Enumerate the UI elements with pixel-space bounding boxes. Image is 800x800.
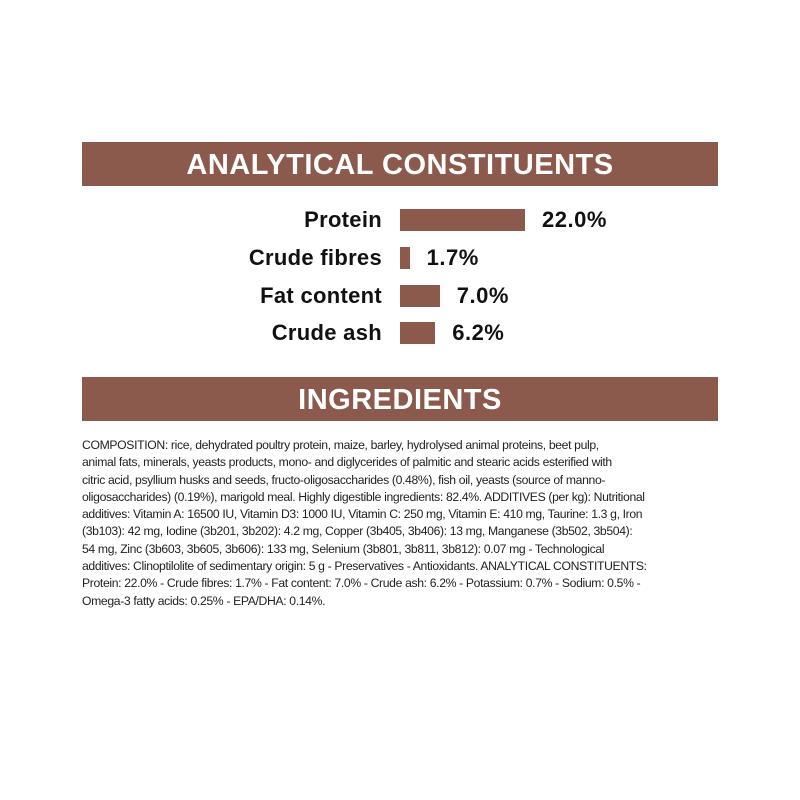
constituent-bar bbox=[400, 247, 410, 269]
constituent-label: Fat content bbox=[260, 283, 382, 308]
ingredients-line: Omega-3 fatty acids: 0.25% - EPA/DHA: 0.… bbox=[82, 593, 326, 608]
constituent-value: 7.0% bbox=[456, 283, 509, 308]
constituent-bar bbox=[400, 285, 440, 307]
ingredients-text: COMPOSITION: rice, dehydrated poultry pr… bbox=[82, 437, 722, 610]
constituent-row: Crude ash 6.2% bbox=[0, 318, 800, 348]
analytical-constituents-header: ANALYTICAL CONSTITUENTS bbox=[82, 142, 718, 186]
constituent-row: Protein 22.0% bbox=[0, 205, 800, 235]
constituent-bar bbox=[400, 209, 525, 231]
constituent-value: 1.7% bbox=[426, 245, 479, 270]
ingredients-line: 54 mg, Zinc (3b603, 3b605, 3b606): 133 m… bbox=[82, 541, 605, 556]
ingredients-line: Protein: 22.0% - Crude fibres: 1.7% - Fa… bbox=[82, 576, 641, 591]
constituent-label: Crude ash bbox=[271, 320, 382, 345]
ingredients-line: oligosaccharides) (0.19%), marigold meal… bbox=[82, 489, 645, 504]
constituent-row: Crude fibres 1.7% bbox=[0, 243, 800, 273]
constituent-label: Crude fibres bbox=[248, 245, 382, 270]
ingredients-line: (3b103): 42 mg, Iodine (3b201, 3b202): 4… bbox=[82, 524, 633, 539]
ingredients-header: INGREDIENTS bbox=[82, 377, 718, 421]
ingredients-line: animal fats, minerals, yeasts products, … bbox=[82, 455, 612, 470]
constituent-row: Fat content 7.0% bbox=[0, 281, 800, 311]
constituent-label: Protein bbox=[304, 207, 382, 232]
constituent-value: 22.0% bbox=[542, 207, 607, 232]
ingredients-line: citric acid, psyllium husks and seeds, f… bbox=[82, 472, 606, 487]
ingredients-line: additives: Clinoptilolite of sedimentary… bbox=[82, 559, 647, 574]
constituent-bar bbox=[400, 322, 436, 344]
ingredients-line: COMPOSITION: rice, dehydrated poultry pr… bbox=[82, 438, 599, 452]
ingredients-line: additives: Vitamin A: 16500 IU, Vitamin … bbox=[82, 507, 643, 522]
constituent-value: 6.2% bbox=[452, 320, 505, 345]
